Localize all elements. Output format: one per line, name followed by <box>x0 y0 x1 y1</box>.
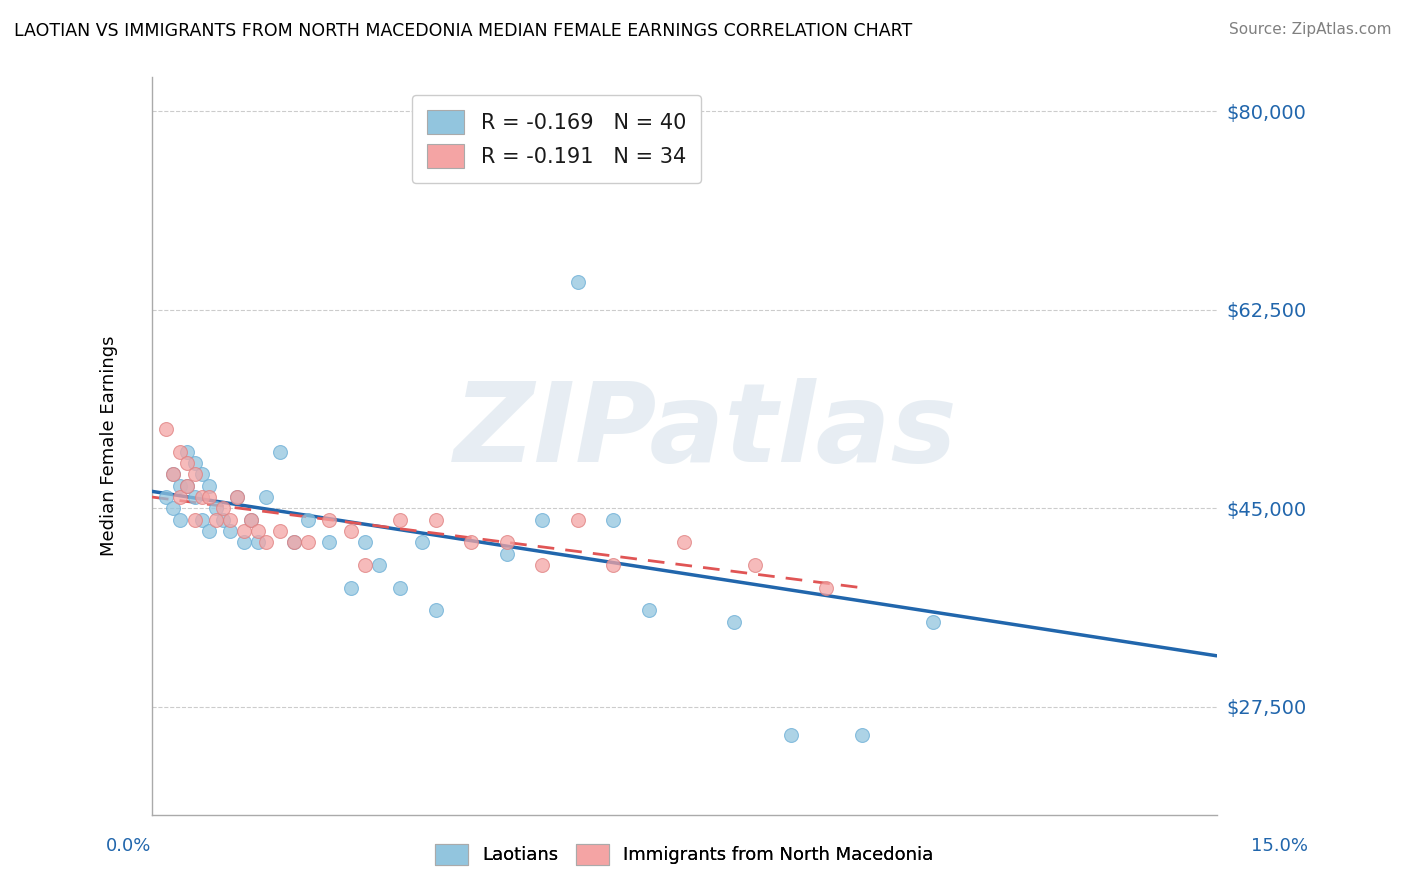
Point <box>779 728 801 742</box>
Point <box>183 490 205 504</box>
Point <box>254 490 277 504</box>
Point <box>851 728 873 742</box>
Point <box>460 535 482 549</box>
Point <box>169 490 191 504</box>
Point <box>269 444 291 458</box>
Point <box>190 467 212 482</box>
Point <box>354 535 377 549</box>
Point <box>921 615 943 629</box>
Point <box>197 478 219 492</box>
Point <box>247 524 270 538</box>
Point <box>176 478 198 492</box>
Point <box>169 513 191 527</box>
Point <box>240 513 263 527</box>
Point <box>233 535 256 549</box>
Point <box>318 535 340 549</box>
Point <box>212 501 235 516</box>
Point <box>495 547 517 561</box>
Point <box>567 513 589 527</box>
Point <box>318 513 340 527</box>
Point <box>155 422 177 436</box>
Point <box>205 513 228 527</box>
Point <box>723 615 745 629</box>
Point <box>411 535 433 549</box>
Point <box>602 558 624 572</box>
Point <box>226 490 249 504</box>
Point <box>297 535 319 549</box>
Point <box>190 490 212 504</box>
Point <box>389 581 412 595</box>
Point <box>354 558 377 572</box>
Point <box>162 467 184 482</box>
Point <box>254 535 277 549</box>
Point <box>219 513 242 527</box>
Point <box>297 513 319 527</box>
Point <box>567 275 589 289</box>
Point <box>425 603 447 617</box>
Point <box>219 524 242 538</box>
Point <box>190 513 212 527</box>
Text: Source: ZipAtlas.com: Source: ZipAtlas.com <box>1229 22 1392 37</box>
Point <box>212 513 235 527</box>
Point <box>169 444 191 458</box>
Point <box>673 535 696 549</box>
Point <box>155 490 177 504</box>
Point <box>531 558 554 572</box>
Point <box>183 467 205 482</box>
Point <box>339 581 361 595</box>
Point <box>269 524 291 538</box>
Point <box>240 513 263 527</box>
Text: Median Female Earnings: Median Female Earnings <box>100 335 118 557</box>
Point <box>744 558 766 572</box>
Point <box>602 513 624 527</box>
Point <box>197 524 219 538</box>
Point <box>205 501 228 516</box>
Point <box>425 513 447 527</box>
Text: LAOTIAN VS IMMIGRANTS FROM NORTH MACEDONIA MEDIAN FEMALE EARNINGS CORRELATION CH: LAOTIAN VS IMMIGRANTS FROM NORTH MACEDON… <box>14 22 912 40</box>
Point <box>169 478 191 492</box>
Point <box>531 513 554 527</box>
Point <box>247 535 270 549</box>
Point <box>197 490 219 504</box>
Point <box>637 603 659 617</box>
Point <box>495 535 517 549</box>
Point <box>176 444 198 458</box>
Point <box>389 513 412 527</box>
Point <box>162 501 184 516</box>
Point <box>176 478 198 492</box>
Point <box>815 581 838 595</box>
Point <box>233 524 256 538</box>
Point <box>183 513 205 527</box>
Point <box>283 535 305 549</box>
Point <box>368 558 391 572</box>
Point <box>162 467 184 482</box>
Point <box>176 456 198 470</box>
Text: 15.0%: 15.0% <box>1250 837 1308 855</box>
Legend: Laotians, Immigrants from North Macedonia: Laotians, Immigrants from North Macedoni… <box>427 837 941 871</box>
Point <box>183 456 205 470</box>
Point <box>339 524 361 538</box>
Text: 0.0%: 0.0% <box>105 837 150 855</box>
Point <box>226 490 249 504</box>
Text: ZIPatlas: ZIPatlas <box>454 377 957 484</box>
Point <box>283 535 305 549</box>
